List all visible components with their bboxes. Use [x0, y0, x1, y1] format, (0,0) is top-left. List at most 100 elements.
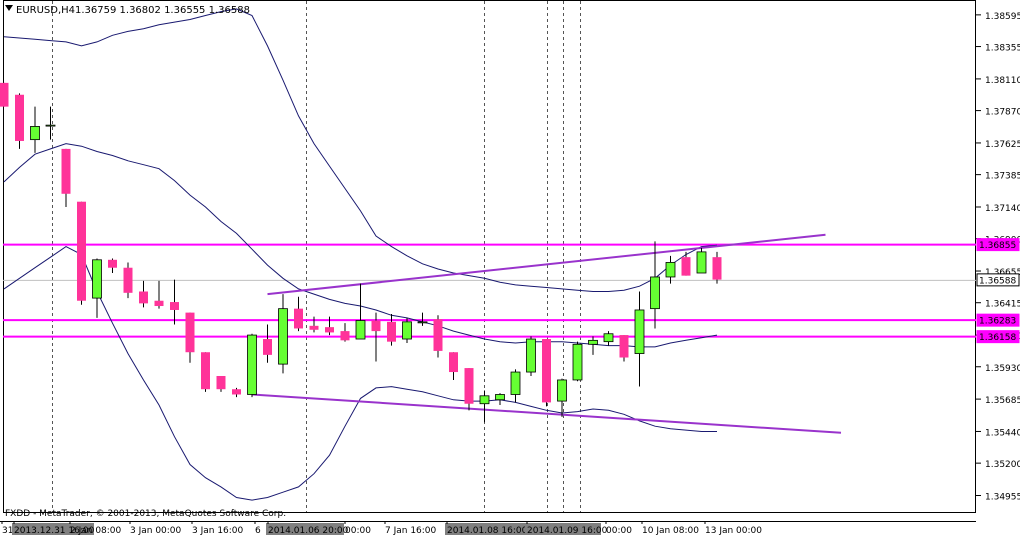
candle	[154, 280, 164, 309]
candle-body-bull	[479, 395, 490, 405]
candle-body-bull	[417, 321, 428, 324]
candle-body-bull	[45, 124, 56, 127]
candle-body-bear	[542, 339, 551, 403]
candle-body-bull	[696, 251, 707, 274]
candle-body-bull	[588, 339, 598, 345]
plot-area	[3, 0, 976, 513]
chart-ohlc: 1.36759 1.36802 1.36555 1.36588	[75, 5, 250, 16]
candle	[557, 378, 567, 417]
candle	[309, 316, 319, 333]
candle	[619, 335, 629, 362]
candle	[232, 387, 241, 398]
candle-body-bear	[185, 312, 195, 353]
price-tick-label: 1.38110	[985, 76, 1020, 86]
candle-body-bull	[355, 320, 366, 340]
price-tick-label: 1.38595	[985, 12, 1020, 22]
candle-body-bull	[510, 371, 521, 395]
price-box	[976, 273, 1020, 287]
time-label-box	[12, 523, 94, 535]
time-tick-label: 2014.01.06 20:00	[268, 526, 349, 536]
candle	[247, 333, 257, 398]
price-tick-label: 1.35685	[985, 396, 1020, 406]
candle	[263, 324, 272, 363]
candle-body-bear	[387, 321, 396, 342]
candle	[77, 201, 86, 305]
candle	[371, 312, 381, 362]
candle	[387, 313, 396, 346]
candle	[45, 106, 56, 140]
candle	[464, 368, 474, 411]
candle	[449, 352, 458, 380]
candle	[417, 312, 428, 326]
collapse-triangle-icon[interactable]	[5, 5, 13, 11]
price-tick-label: 1.37385	[985, 172, 1020, 182]
candle-body-bear	[325, 327, 334, 333]
candle	[665, 255, 676, 284]
time-tick-label: 2013.12.31 16:00	[14, 526, 95, 536]
price-box	[976, 238, 1020, 252]
candle-body-bear	[123, 267, 133, 293]
candles	[0, 82, 722, 423]
candle-body-bear	[170, 302, 179, 310]
time-label-box	[266, 523, 344, 535]
candle	[108, 258, 117, 274]
price-box-label: 1.36588	[979, 276, 1016, 286]
candle	[278, 294, 288, 374]
price-box-label: 1.36158	[979, 333, 1016, 343]
candle	[572, 341, 583, 382]
candle-body-bear	[201, 352, 210, 390]
candle	[696, 247, 707, 274]
candle	[340, 323, 350, 342]
candle-body-bull	[603, 333, 614, 343]
time-tick-label: 3 Jan 00:00	[130, 526, 182, 536]
candle-body-bear	[232, 389, 241, 395]
candle-body-bear	[263, 339, 272, 355]
band-lower-line	[3, 246, 717, 501]
candle-body-bear	[433, 319, 443, 351]
chart-symbol: EURUSD,H4	[16, 5, 75, 16]
price-tick-label: 1.37140	[985, 204, 1020, 214]
price-box	[976, 330, 1020, 344]
candle-body-bear	[294, 308, 303, 329]
candle-body-bear	[681, 257, 691, 276]
candle-body-bear	[712, 257, 722, 280]
candle	[634, 291, 645, 387]
time-tick-label: 6	[255, 526, 261, 536]
candle-body-bear	[464, 368, 474, 404]
price-axis: 1.38595 1.38355 1.38110 1.37870 1.37625 1.373…	[976, 12, 1020, 502]
vertical-separators	[52, 1, 581, 512]
candle-body-bull	[557, 379, 567, 402]
time-tick-label: 2014.01.09 16:00	[527, 526, 608, 536]
time-axis: 31 2013.12.31 16:002 Jan 08:00 3 Jan 00:00…	[1, 521, 762, 536]
candle-body-bear	[309, 325, 319, 330]
candle-body-bear	[449, 352, 458, 373]
candle	[170, 279, 179, 325]
price-box-label: 1.36283	[979, 317, 1016, 327]
price-tick-label: 1.37870	[985, 108, 1020, 118]
candle-body-bear	[139, 291, 148, 304]
candle-body-bull	[92, 259, 102, 299]
price-tick-label: 1.35200	[985, 460, 1020, 470]
price-box	[976, 313, 1020, 327]
time-label-box	[445, 523, 525, 535]
candle-body-bull	[402, 321, 412, 340]
price-tick-label: 1.38355	[985, 44, 1020, 54]
candle	[185, 312, 195, 363]
time-tick-label: 10 Jan 08:00	[642, 526, 699, 536]
price-levels	[3, 243, 976, 338]
candle	[650, 241, 660, 329]
candle	[681, 251, 691, 276]
time-tick-label: 2 Jan 08:00	[70, 526, 122, 536]
candle	[325, 316, 334, 336]
candle	[216, 375, 226, 392]
candle	[201, 352, 210, 392]
time-tick-label: 7 Jan 16:00	[385, 526, 437, 536]
candle	[603, 331, 614, 346]
candle	[0, 82, 9, 107]
price-tick-label: 1.37625	[985, 140, 1020, 150]
candle-body-bear	[15, 94, 24, 141]
candle-body-bear	[619, 335, 629, 358]
candle	[495, 393, 505, 406]
band-upper-line	[3, 8, 718, 292]
